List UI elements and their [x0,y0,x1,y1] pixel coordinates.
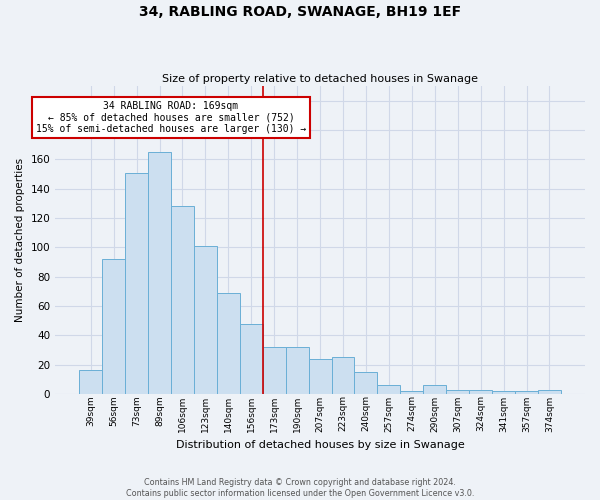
Title: Size of property relative to detached houses in Swanage: Size of property relative to detached ho… [162,74,478,84]
X-axis label: Distribution of detached houses by size in Swanage: Distribution of detached houses by size … [176,440,464,450]
Bar [332,358,355,394]
Bar [308,358,332,394]
Bar [217,293,240,394]
Bar [492,391,515,394]
Text: Contains HM Land Registry data © Crown copyright and database right 2024.
Contai: Contains HM Land Registry data © Crown c… [126,478,474,498]
Bar [240,324,263,394]
Bar [377,385,400,394]
Bar [446,390,469,394]
Bar [538,390,561,394]
Bar [515,391,538,394]
Bar [102,259,125,394]
Bar [79,370,102,394]
Text: 34, RABLING ROAD, SWANAGE, BH19 1EF: 34, RABLING ROAD, SWANAGE, BH19 1EF [139,5,461,19]
Bar [469,390,492,394]
Bar [171,206,194,394]
Bar [148,152,171,394]
Bar [263,347,286,394]
Y-axis label: Number of detached properties: Number of detached properties [15,158,25,322]
Bar [400,391,423,394]
Bar [194,246,217,394]
Bar [286,347,308,394]
Bar [125,172,148,394]
Bar [355,372,377,394]
Bar [423,385,446,394]
Text: 34 RABLING ROAD: 169sqm
← 85% of detached houses are smaller (752)
15% of semi-d: 34 RABLING ROAD: 169sqm ← 85% of detache… [36,101,306,134]
